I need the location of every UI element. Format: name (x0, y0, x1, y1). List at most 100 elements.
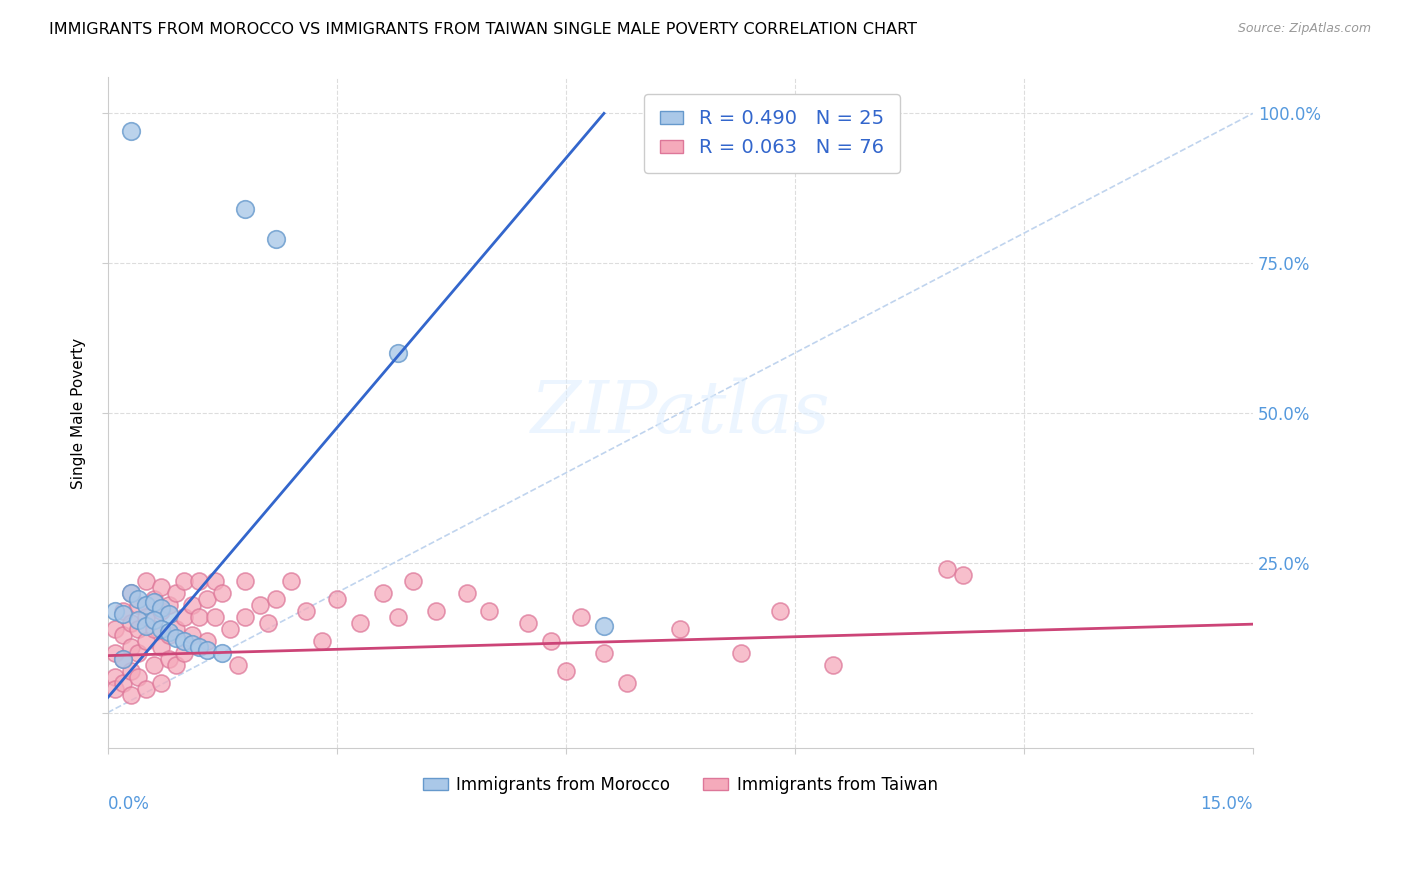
Point (166, 585, 188, 599)
Point (173, 633, 195, 648)
Point (120, 664, 142, 678)
Point (180, 637, 202, 651)
Point (157, 598, 180, 612)
Point (142, 657, 165, 672)
Point (120, 688, 142, 702)
Point (768, 604, 790, 618)
Text: ZIPatlas: ZIPatlas (530, 377, 830, 448)
Point (150, 600, 173, 615)
Point (195, 633, 218, 648)
Point (936, 562, 959, 576)
Point (195, 642, 218, 657)
Point (173, 609, 195, 624)
Point (456, 585, 478, 599)
Point (120, 640, 142, 654)
Point (730, 646, 752, 660)
Point (104, 646, 127, 660)
Text: 15.0%: 15.0% (1201, 796, 1253, 814)
Point (226, 657, 249, 672)
Point (821, 657, 844, 672)
Point (157, 627, 180, 641)
Point (120, 615, 142, 630)
Point (311, 633, 333, 648)
Point (616, 675, 638, 690)
Point (127, 613, 149, 627)
Point (204, 609, 226, 624)
Point (127, 622, 149, 636)
Point (166, 622, 188, 636)
Legend: Immigrants from Morocco, Immigrants from Taiwan: Immigrants from Morocco, Immigrants from… (416, 769, 945, 800)
Point (112, 651, 135, 665)
Point (150, 622, 173, 636)
Point (173, 574, 195, 588)
Point (233, 574, 256, 588)
Point (104, 670, 127, 684)
Point (257, 615, 280, 630)
Point (135, 633, 157, 648)
Point (173, 646, 195, 660)
Point (150, 580, 173, 594)
Point (104, 622, 127, 636)
Point (127, 598, 149, 612)
Point (157, 607, 180, 621)
Point (120, 124, 142, 138)
Point (150, 604, 173, 618)
Point (540, 633, 562, 648)
Point (127, 670, 149, 684)
Point (127, 646, 149, 660)
Point (425, 604, 447, 618)
Point (264, 232, 287, 246)
Point (387, 346, 409, 360)
Point (180, 627, 202, 641)
Point (157, 651, 180, 665)
Point (135, 618, 157, 632)
Point (150, 640, 173, 654)
Point (280, 574, 302, 588)
Point (157, 624, 180, 639)
Text: 0.0%: 0.0% (108, 796, 149, 814)
Point (180, 598, 202, 612)
Point (211, 585, 233, 599)
Point (135, 598, 157, 612)
Y-axis label: Single Male Poverty: Single Male Poverty (72, 337, 86, 489)
Point (120, 585, 142, 599)
Point (104, 604, 127, 618)
Point (516, 615, 538, 630)
Point (233, 202, 256, 217)
Point (166, 631, 188, 645)
Point (112, 607, 135, 621)
Point (112, 627, 135, 641)
Point (219, 622, 242, 636)
Point (478, 604, 501, 618)
Point (112, 604, 135, 618)
Text: IMMIGRANTS FROM MOROCCO VS IMMIGRANTS FROM TAIWAN SINGLE MALE POVERTY CORRELATIO: IMMIGRANTS FROM MOROCCO VS IMMIGRANTS FR… (49, 22, 917, 37)
Point (135, 574, 157, 588)
Point (188, 640, 211, 654)
Text: Source: ZipAtlas.com: Source: ZipAtlas.com (1237, 22, 1371, 36)
Point (188, 609, 211, 624)
Point (166, 657, 188, 672)
Point (150, 675, 173, 690)
Point (204, 574, 226, 588)
Point (952, 567, 974, 582)
Point (112, 651, 135, 665)
Point (127, 591, 149, 606)
Point (142, 613, 165, 627)
Point (326, 591, 349, 606)
Point (371, 585, 394, 599)
Point (211, 646, 233, 660)
Point (112, 675, 135, 690)
Point (349, 615, 371, 630)
Point (120, 585, 142, 599)
Point (593, 646, 616, 660)
Point (233, 609, 256, 624)
Point (142, 595, 165, 609)
Point (188, 574, 211, 588)
Point (142, 591, 165, 606)
Point (135, 681, 157, 696)
Point (104, 681, 127, 696)
Point (402, 574, 425, 588)
Point (295, 604, 318, 618)
Point (249, 598, 271, 612)
Point (593, 618, 616, 632)
